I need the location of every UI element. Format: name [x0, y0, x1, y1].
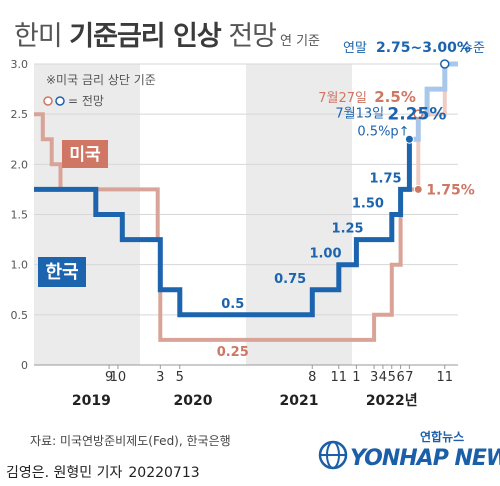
- y-tick-label: 1.5: [11, 209, 29, 222]
- data-label: 1.75%: [426, 182, 475, 198]
- byline-authors: 김영은. 원형민 기자: [6, 465, 123, 481]
- x-tick-label: 8: [308, 370, 316, 385]
- year-label: 2020: [174, 393, 213, 409]
- series-line-1: [34, 139, 412, 318]
- y-tick-label: 2.5: [11, 108, 29, 121]
- x-tick-label: 5: [388, 370, 396, 385]
- forecast-label-date: 7월27일: [318, 91, 367, 106]
- legend-usa-forecast-dot: [43, 96, 53, 106]
- x-tick-label: 6: [396, 370, 404, 385]
- usa-tag-label: 미국: [69, 145, 101, 165]
- x-tick-label: 4: [379, 370, 387, 385]
- x-tick-label: 7: [405, 370, 413, 385]
- x-tick-label: 10: [110, 370, 127, 385]
- forecast-point-dot: [440, 59, 450, 69]
- data-label: 0.75: [274, 272, 306, 287]
- source-note: 자료: 미국연방준비제도(Fed), 한국은행: [30, 434, 231, 448]
- logo-big-text: YONHAP NEWS: [350, 446, 500, 471]
- globe-icon: [318, 440, 348, 470]
- y-tick-label: 1.0: [11, 259, 29, 272]
- usa-tag-box: [62, 140, 108, 168]
- y-tick-label: 0: [21, 359, 28, 372]
- byline-code: 20220713: [128, 465, 200, 481]
- title-light: 한미: [14, 21, 63, 52]
- data-label-date: 7월13일: [335, 106, 384, 121]
- data-point-dot: [413, 184, 423, 194]
- x-tick-label: 3: [370, 370, 378, 385]
- year-label: 2022년: [366, 393, 418, 409]
- x-tick-label: 3: [156, 370, 164, 385]
- x-tick-label: 1: [352, 370, 360, 385]
- data-label: 1.50: [352, 197, 384, 212]
- data-point-dot: [404, 134, 414, 144]
- legend-forecast-label: = 전망: [68, 94, 104, 108]
- data-label: 0.5: [221, 297, 244, 312]
- forecast-label-suffix: 수준: [461, 41, 485, 56]
- legend-korea-forecast-dot: [55, 96, 65, 106]
- logo-small-text: 연합뉴스: [420, 430, 465, 444]
- year-label: 2019: [72, 393, 111, 409]
- data-label-extra: 0.5%p↑: [357, 124, 409, 139]
- forecast-point-dot: [413, 109, 423, 119]
- x-tick-label: 11: [436, 370, 453, 385]
- y-tick-label: 2.0: [11, 158, 29, 171]
- forecast-label-value: 2.5%: [374, 88, 416, 106]
- yonhap-logo: 연합뉴스 YONHAP NEWS: [316, 428, 500, 478]
- x-tick-label: 11: [330, 370, 347, 385]
- data-label-value: 2.25%: [387, 104, 446, 124]
- y-tick-label: 3.0: [11, 58, 29, 71]
- series-forecast-line-1: [409, 61, 458, 142]
- data-label: 1.75: [370, 171, 402, 186]
- korea-tag-label: 한국: [45, 262, 78, 283]
- page-title: 한미 기준금리 인상 전망: [14, 14, 277, 53]
- byline: 김영은. 원형민 기자 20220713: [6, 462, 200, 482]
- unit-note: 연 기준: [280, 34, 321, 49]
- legend-note: ※미국 금리 상단 기준: [46, 73, 156, 87]
- x-tick-label: 9: [105, 370, 113, 385]
- data-label: 1.00: [309, 247, 341, 262]
- y-tick-label: 0.5: [11, 309, 29, 322]
- title-bold: 기준금리 인상: [69, 21, 221, 52]
- data-label: 1.25: [332, 222, 364, 237]
- year-label: 2021: [280, 393, 319, 409]
- forecast-label-prefix: 연말: [343, 41, 367, 56]
- title-suffix: 전망: [228, 21, 277, 52]
- korea-tag-box: [38, 257, 86, 287]
- series-forecast-line-0: [416, 62, 458, 190]
- x-tick-label: 5: [176, 370, 184, 385]
- data-label: 0.25: [217, 345, 249, 360]
- forecast-label-value: 2.75~3.00%: [376, 40, 471, 56]
